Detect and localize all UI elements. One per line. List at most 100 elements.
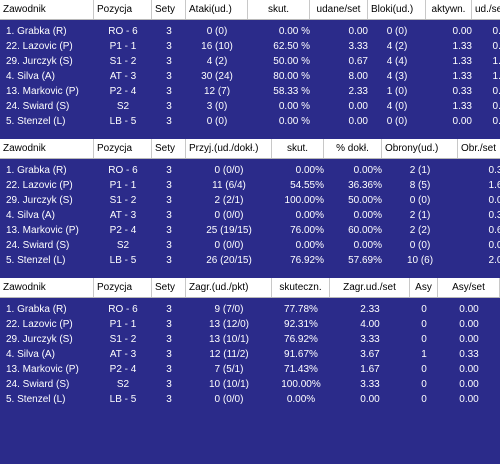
table-cell: 0.67 (488, 225, 500, 236)
player-name: 5. Stenzel (L) (6, 394, 66, 405)
column-header-aktywn[interactable]: aktywn. (426, 0, 472, 19)
column-header-obrony-ud[interactable]: Obrony(ud.) (382, 139, 458, 158)
player-name: 5. Stenzel (L) (6, 116, 66, 127)
table-header: Zawodnik Pozycja Sety Ataki(ud.) skut. udane/… (0, 0, 500, 20)
column-header-zawodnik[interactable]: Zawodnik (0, 139, 94, 158)
table-cell: 8 (5) (409, 180, 431, 191)
column-header-dok[interactable]: % dokł. (324, 139, 382, 158)
table-cell: 0.00% (295, 240, 324, 251)
column-header-pozycja[interactable]: Pozycja (94, 278, 152, 297)
table-cell: 13 (10/1) (208, 334, 250, 345)
table-row[interactable]: 22. Lazovic (P) P1 - 1 3 13 (12/0) 92.31% 4.0… (0, 317, 500, 332)
table-cell: 0.00 (452, 116, 472, 127)
column-header-zawodnik[interactable]: Zawodnik (0, 0, 94, 19)
table-row[interactable]: 4. Silva (A) AT - 3 3 30 (24) 80.00 % 8.00 4 (… (0, 69, 500, 84)
table-cell: 0 (421, 304, 427, 315)
table-cell: 0.00% (295, 165, 324, 176)
column-header-pozycja[interactable]: Pozycja (94, 139, 152, 158)
column-header-przyj-ud-dok[interactable]: Przyj.(ud./dokł.) (186, 139, 272, 158)
table-cell: 3 (166, 349, 172, 360)
table-cell: 0 (0/0) (214, 210, 244, 221)
table-cell: 1 (421, 349, 427, 360)
column-header-obr-set[interactable]: Obr./set (458, 139, 500, 158)
table-cell: S2 (116, 240, 130, 251)
table-cell: 2.33 (348, 86, 368, 97)
table-cell: 76.92% (290, 255, 324, 266)
table-row[interactable]: 5. Stenzel (L) LB - 5 3 26 (20/15) 76.92% 57.… (0, 253, 500, 268)
table-row[interactable]: 1. Grabka (R) RO - 6 3 0 (0) 0.00 % 0.00 0 (0)… (0, 24, 500, 39)
column-header-skut[interactable]: skut. (272, 139, 324, 158)
table-cell: 3 (166, 225, 172, 236)
table-cell: 3 (0) (206, 101, 228, 112)
table-cell: 3 (166, 116, 172, 127)
table-cell: 0.00 (492, 86, 500, 97)
table-cell: S1 - 2 (109, 56, 137, 67)
table-row[interactable]: 13. Markovic (P) P2 - 4 3 7 (5/1) 71.43% 1.67… (0, 362, 500, 377)
column-header-skut[interactable]: skut. (248, 0, 310, 19)
table-cell: 7 (5/1) (214, 364, 244, 375)
table-row[interactable]: 4. Silva (A) AT - 3 3 0 (0/0) 0.00% 0.00% 2 (1… (0, 208, 500, 223)
table-row[interactable]: 5. Stenzel (L) LB - 5 3 0 (0) 0.00 % 0.00 0 (0… (0, 114, 500, 129)
table-row[interactable]: 1. Grabka (R) RO - 6 3 0 (0/0) 0.00% 0.00% 2 (… (0, 163, 500, 178)
table-cell: 2 (2) (409, 225, 431, 236)
table-row[interactable]: 5. Stenzel (L) LB - 5 3 0 (0/0) 0.00% 0.00 0 0.… (0, 392, 500, 407)
player-name: 29. Jurczyk (S) (6, 334, 73, 345)
table-row[interactable]: 22. Lazovic (P) P1 - 1 3 11 (6/4) 54.55% 36.3… (0, 178, 500, 193)
column-header-zagr-ud-pkt[interactable]: Zagr.(ud./pkt) (186, 278, 272, 297)
table-cell: 0.00 (488, 195, 500, 206)
table-cell: 2 (1) (409, 165, 431, 176)
table-cell: 16 (10) (201, 41, 233, 52)
table-row[interactable]: 24. Swiard (S) S2 3 10 (10/1) 100.00% 3.33 0 0.… (0, 377, 500, 392)
table-cell: LB - 5 (109, 255, 137, 266)
table-cell: 3.33 (348, 41, 368, 52)
column-header-pozycja[interactable]: Pozycja (94, 0, 152, 19)
column-header-zagr-ud-set[interactable]: Zagr.ud./set (330, 278, 410, 297)
table-cell: 3 (166, 165, 172, 176)
table-cell: 4 (0) (386, 101, 408, 112)
table-row[interactable]: 24. Swiard (S) S2 3 0 (0/0) 0.00% 0.00% 0 (0) 0… (0, 238, 500, 253)
column-header-sety[interactable]: Sety (152, 278, 186, 297)
table-cell: 0.67 (492, 41, 500, 52)
player-name: 13. Markovic (P) (6, 364, 79, 375)
table-cell: 11 (6/4) (212, 180, 246, 191)
table-row[interactable]: 29. Jurczyk (S) S1 - 2 3 13 (10/1) 76.92% 3.3… (0, 332, 500, 347)
table-header: Zawodnik Pozycja Sety Przyj.(ud./dokł.) skut… (0, 139, 500, 159)
table-cell: 3 (166, 26, 172, 37)
table-row[interactable]: 24. Swiard (S) S2 3 3 (0) 0.00 % 0.00 4 (0) 1.3… (0, 99, 500, 114)
table-cell: 0 (0) (206, 116, 228, 127)
table-cell: 0.00% (353, 240, 382, 251)
table-cell: 0.00 % (278, 101, 310, 112)
table-cell: 57.69% (348, 255, 382, 266)
table-row[interactable]: 13. Markovic (P) P2 - 4 3 12 (7) 58.33 % 2.33… (0, 84, 500, 99)
table-cell: 3 (166, 240, 172, 251)
column-header-asy-set[interactable]: Asy/set (438, 278, 500, 297)
table-cell: 8.00 (348, 71, 368, 82)
table-cell: 0.00 (492, 116, 500, 127)
table-row[interactable]: 29. Jurczyk (S) S1 - 2 3 2 (2/1) 100.00% 50.0… (0, 193, 500, 208)
column-header-skuteczn[interactable]: skuteczn. (272, 278, 330, 297)
table-row[interactable]: 29. Jurczyk (S) S1 - 2 3 4 (2) 50.00 % 0.67 4 … (0, 54, 500, 69)
table-row[interactable]: 22. Lazovic (P) P1 - 1 3 16 (10) 62.50 % 3.33… (0, 39, 500, 54)
column-header-asy[interactable]: Asy (410, 278, 438, 297)
column-header-udane-set[interactable]: udane/set (310, 0, 368, 19)
column-header-sety[interactable]: Sety (152, 139, 186, 158)
player-name: 29. Jurczyk (S) (6, 56, 73, 67)
column-header-ataki-ud[interactable]: Ataki(ud.) (186, 0, 248, 19)
player-name: 22. Lazovic (P) (6, 41, 73, 52)
player-name: 13. Markovic (P) (6, 86, 79, 97)
table-cell: 0 (0/0) (214, 240, 244, 251)
table-row[interactable]: 1. Grabka (R) RO - 6 3 9 (7/0) 77.78% 2.33 0 0.… (0, 302, 500, 317)
table-row[interactable]: 13. Markovic (P) P2 - 4 3 25 (19/15) 76.00% 6… (0, 223, 500, 238)
column-header-bloki-ud[interactable]: Bloki(ud.) (368, 0, 426, 19)
column-header-zawodnik[interactable]: Zawodnik (0, 278, 94, 297)
table-cell: 2 (2/1) (214, 195, 244, 206)
column-header-sety[interactable]: Sety (152, 0, 186, 19)
column-header-ud-set[interactable]: ud./set (472, 0, 500, 19)
table-row[interactable]: 4. Silva (A) AT - 3 3 12 (11/2) 91.67% 3.67 1 0… (0, 347, 500, 362)
table-cell: 0 (0) (386, 116, 408, 127)
player-name: 4. Silva (A) (6, 349, 55, 360)
serve-table: Zawodnik Pozycja Sety Zagr.(ud./pkt) skutecz… (0, 278, 500, 407)
table-cell: 0.00 (459, 334, 479, 345)
table-cell: 4.00 (360, 319, 380, 330)
table-cell: 0 (421, 319, 427, 330)
